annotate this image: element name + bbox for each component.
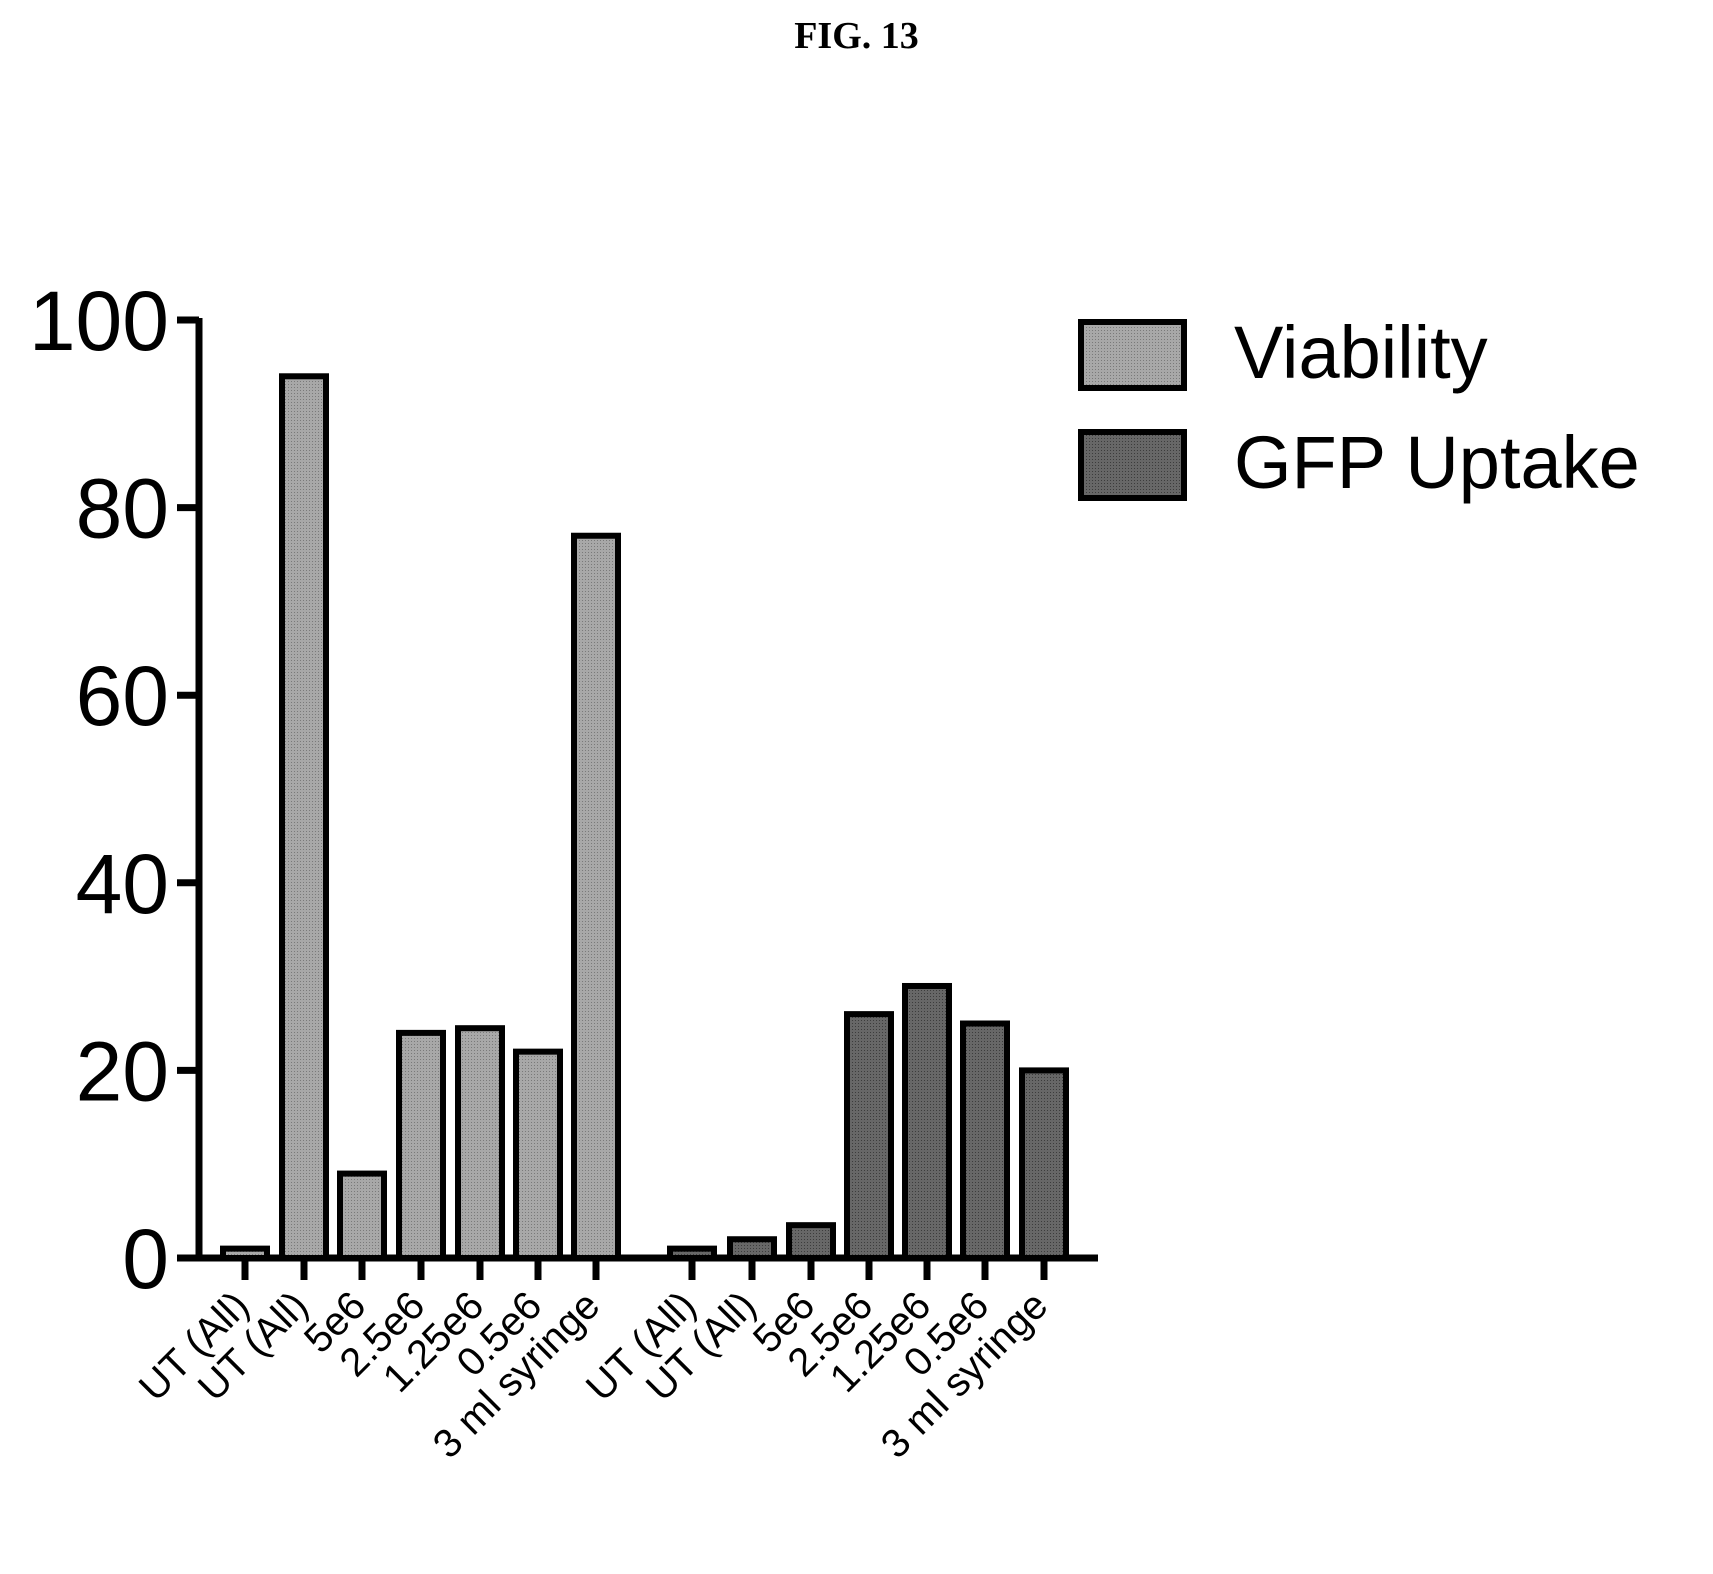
bar <box>727 1236 777 1261</box>
legend-label: Viability <box>1234 311 1488 394</box>
bar <box>396 1029 446 1261</box>
bar <box>667 1245 717 1261</box>
bars <box>220 373 1069 1262</box>
bar <box>220 1245 270 1261</box>
legend-swatch <box>1078 319 1187 391</box>
bar <box>337 1170 387 1261</box>
y-tick-label: 60 <box>76 649 169 743</box>
legend-swatch <box>1078 429 1187 501</box>
bar <box>786 1222 836 1262</box>
legend: Viability GFP Uptake <box>1078 311 1640 504</box>
y-tick-label: 20 <box>76 1024 169 1118</box>
y-tick-label: 0 <box>122 1212 169 1306</box>
y-tick-label: 40 <box>76 837 169 931</box>
y-tick-label: 80 <box>76 462 169 556</box>
figure-label: FIG. 13 <box>794 15 919 57</box>
bar <box>513 1048 563 1262</box>
bar <box>455 1025 505 1261</box>
bar <box>960 1020 1010 1261</box>
bar <box>844 1011 894 1261</box>
bar <box>902 982 952 1261</box>
x-axis <box>196 1254 1098 1280</box>
bar <box>1019 1067 1069 1262</box>
legend-label: GFP Uptake <box>1234 421 1640 504</box>
bar <box>279 373 329 1261</box>
y-tick-label: 100 <box>29 274 169 368</box>
bar <box>571 532 621 1261</box>
y-axis: 0 20 40 60 80 100 <box>29 274 203 1306</box>
